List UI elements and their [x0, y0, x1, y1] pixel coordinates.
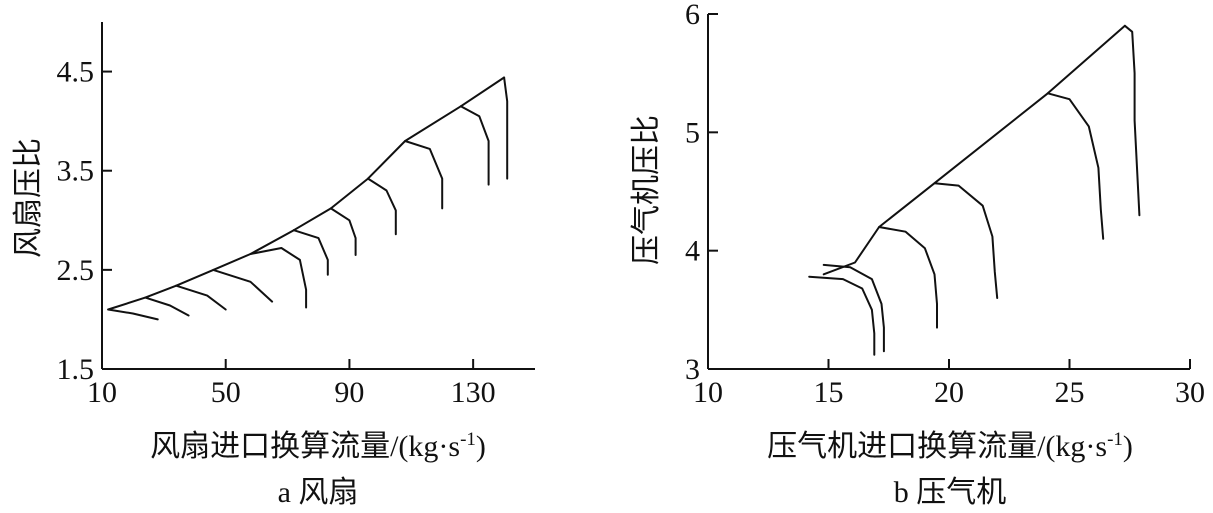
- compressor-y-ticks: 3 4 5 6: [685, 0, 718, 386]
- fan-caption: a 风扇: [278, 476, 359, 509]
- fan-x-tick-label: 130: [451, 376, 496, 409]
- compressor-x-tick-label: 20: [934, 376, 964, 409]
- compressor-x-tick-label: 30: [1175, 376, 1205, 409]
- fan-speed-line-10: [459, 105, 490, 186]
- fan-x-axis-title: 风扇进口换算流量/(kg·s-1): [150, 429, 486, 463]
- fan-speed-line-7: [329, 207, 357, 256]
- compressor-speed-line-3: [878, 226, 938, 329]
- fan-x-tick-label: 10: [87, 376, 117, 409]
- fan-y-axis-title: 风扇压比: [12, 138, 45, 258]
- compressor-caption: b 压气机: [894, 476, 1007, 509]
- compressor-y-tick-label: 6: [685, 0, 700, 31]
- fan-speed-line-3: [175, 284, 227, 311]
- compressor-curves: [808, 24, 1141, 356]
- compressor-y-axis-title: 压气机压比: [630, 115, 663, 265]
- fan-speed-line-2: [144, 296, 190, 317]
- compressor-surge-line: [822, 24, 1126, 276]
- compressor-x-tick-label: 25: [1055, 376, 1085, 409]
- fan-speed-line-9: [404, 140, 444, 210]
- compressor-speed-line-4: [933, 182, 999, 299]
- compressor-chart: 3 4 5 6 10 15 20 25 30 压气机压比 压气机进口换算流量/(kg·s-1)…: [630, 0, 1205, 509]
- compressor-y-tick-label: 5: [685, 116, 700, 149]
- fan-speed-line-11: [503, 76, 509, 180]
- fan-speed-line-4: [212, 268, 274, 303]
- fan-x-ticks: 10 50 90 130: [87, 359, 496, 409]
- fan-y-ticks: 1.5 2.5 3.5 4.5: [57, 56, 112, 386]
- fan-y-tick-label: 1.5: [57, 353, 95, 386]
- compressor-x-tick-label: 15: [814, 376, 844, 409]
- fan-y-tick-label: 3.5: [57, 155, 95, 188]
- compressor-speed-line-2: [822, 263, 885, 353]
- fan-x-tick-label: 90: [334, 376, 364, 409]
- fan-chart: 1.5 2.5 3.5 4.5 10 50 90 130 风扇压比 风扇进口换算流量/(kg…: [12, 22, 535, 509]
- fan-curves: [107, 76, 509, 321]
- compressor-x-ticks: 10 15 20 25 30: [693, 359, 1205, 409]
- fan-x-tick-label: 50: [211, 376, 241, 409]
- fan-speed-line-6: [292, 229, 329, 276]
- compressor-x-tick-label: 10: [693, 376, 723, 409]
- fan-speed-line-8: [367, 177, 397, 236]
- compressor-speed-line-5: [1046, 92, 1105, 240]
- fan-speed-line-5: [249, 247, 308, 309]
- fan-speed-line-1: [107, 308, 159, 321]
- compressor-speed-line-1: [808, 275, 876, 356]
- compressor-y-tick-label: 3: [685, 353, 700, 386]
- compressor-x-axis-title: 压气机进口换算流量/(kg·s-1): [767, 429, 1133, 463]
- fan-surge-line: [107, 76, 506, 311]
- fan-y-tick-label: 2.5: [57, 254, 95, 287]
- compressor-speed-line-6: [1123, 24, 1141, 217]
- compressor-y-tick-label: 4: [685, 235, 700, 268]
- fan-y-tick-label: 4.5: [57, 56, 95, 89]
